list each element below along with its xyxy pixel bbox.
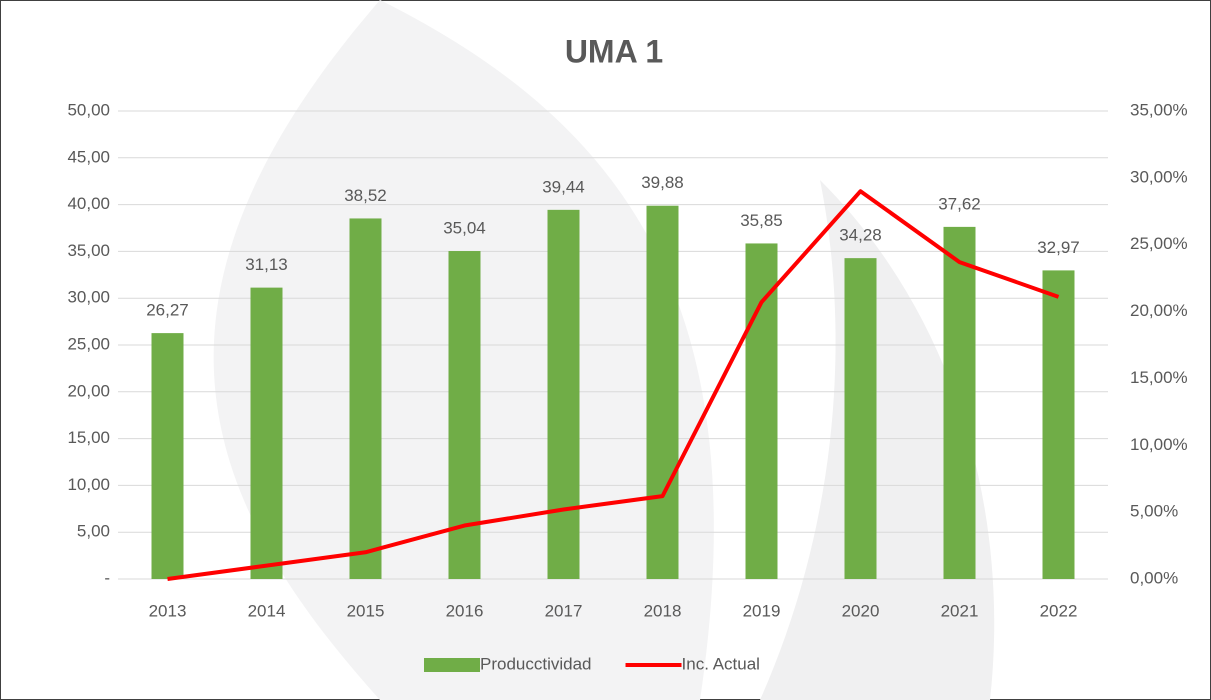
data-label: 26,27 bbox=[146, 301, 189, 320]
y-tick-label: - bbox=[104, 568, 110, 587]
data-label: 39,44 bbox=[542, 177, 585, 196]
y-tick-label: 45,00 bbox=[67, 147, 110, 166]
bar bbox=[1042, 270, 1075, 579]
legend-label: Producctividad bbox=[480, 654, 592, 673]
y-tick-label: 25,00 bbox=[67, 334, 110, 353]
x-tick-label: 2014 bbox=[248, 601, 286, 620]
y-tick-label: 20,00 bbox=[67, 381, 110, 400]
x-tick-label: 2021 bbox=[941, 601, 979, 620]
bar bbox=[943, 226, 976, 579]
background-shape bbox=[760, 180, 995, 700]
x-tick-label: 2018 bbox=[644, 601, 682, 620]
bar bbox=[151, 333, 184, 579]
data-label: 37,62 bbox=[938, 194, 981, 213]
x-tick-label: 2019 bbox=[743, 601, 781, 620]
x-tick-label: 2022 bbox=[1040, 601, 1078, 620]
y-tick-label: 50,00 bbox=[67, 100, 110, 119]
bar bbox=[745, 243, 778, 579]
x-tick-label: 2017 bbox=[545, 601, 583, 620]
x-tick-label: 2015 bbox=[347, 601, 385, 620]
line bbox=[167, 189, 1060, 581]
y-tick-label: 15,00 bbox=[67, 428, 110, 447]
bar bbox=[844, 258, 877, 579]
bar bbox=[547, 209, 580, 579]
data-label: 38,52 bbox=[344, 186, 387, 205]
y2-tick-label: 30,00% bbox=[1130, 167, 1188, 186]
x-tick-label: 2020 bbox=[842, 601, 880, 620]
data-label: 39,88 bbox=[641, 173, 684, 192]
x-tick-label: 2016 bbox=[446, 601, 484, 620]
legend-swatch bbox=[424, 658, 480, 672]
bar bbox=[349, 218, 382, 579]
y-tick-label: 35,00 bbox=[67, 241, 110, 260]
data-label: 32,97 bbox=[1037, 238, 1080, 257]
data-label: 35,85 bbox=[740, 211, 783, 230]
y2-tick-label: 5,00% bbox=[1130, 502, 1178, 521]
y2-tick-label: 35,00% bbox=[1130, 100, 1188, 119]
y2-tick-label: 0,00% bbox=[1130, 568, 1178, 587]
y2-tick-label: 20,00% bbox=[1130, 301, 1188, 320]
data-label: 35,04 bbox=[443, 219, 486, 238]
x-tick-label: 2013 bbox=[149, 601, 187, 620]
y2-tick-label: 15,00% bbox=[1130, 368, 1188, 387]
bar bbox=[646, 205, 679, 579]
y-tick-label: 10,00 bbox=[67, 475, 110, 494]
bar bbox=[250, 287, 283, 579]
y-tick-label: 40,00 bbox=[67, 194, 110, 213]
chart-title: UMA 1 bbox=[565, 33, 663, 69]
data-label: 31,13 bbox=[245, 255, 288, 274]
y-tick-label: 30,00 bbox=[67, 288, 110, 307]
y2-tick-label: 10,00% bbox=[1130, 435, 1188, 454]
legend-label: Inc. Actual bbox=[682, 654, 760, 673]
data-label: 34,28 bbox=[839, 226, 882, 245]
y-tick-label: 5,00 bbox=[77, 522, 110, 541]
y2-tick-label: 25,00% bbox=[1130, 234, 1188, 253]
